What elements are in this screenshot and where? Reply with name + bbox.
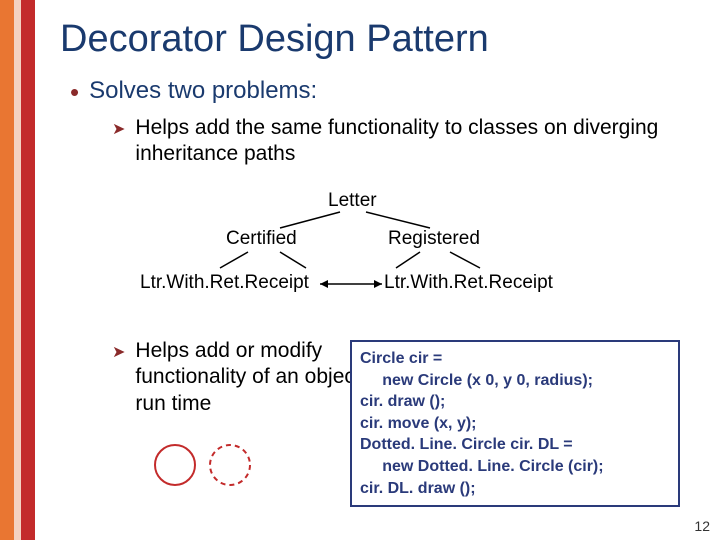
bullet-dot-icon: • xyxy=(70,79,79,105)
tree-root: Letter xyxy=(328,190,377,212)
circle-examples xyxy=(150,440,270,495)
code-line-6: new Dotted. Line. Circle (cir); xyxy=(360,456,670,478)
bullet-main: • Solves two problems: xyxy=(70,77,700,105)
sub-bullet-1: ➤ Helps add the same functionality to cl… xyxy=(112,115,672,168)
code-line-7: cir. DL. draw (); xyxy=(360,478,670,500)
side-stripe xyxy=(0,0,42,540)
stripe-light xyxy=(14,0,21,540)
tree-leaf-right: Ltr.With.Ret.Receipt xyxy=(384,272,553,294)
tree-leaf-left: Ltr.With.Ret.Receipt xyxy=(140,272,309,294)
code-line-3: cir. draw (); xyxy=(360,391,670,413)
page-number: 12 xyxy=(694,518,710,534)
slide-content: Decorator Design Pattern • Solves two pr… xyxy=(60,18,700,174)
page-title: Decorator Design Pattern xyxy=(60,18,700,61)
code-block: Circle cir = new Circle (x 0, y 0, radiu… xyxy=(350,340,680,507)
stripe-red xyxy=(21,0,35,540)
code-line-4: cir. move (x, y); xyxy=(360,413,670,435)
code-line-1: Circle cir = xyxy=(360,348,670,370)
chevron-right-icon: ➤ xyxy=(112,342,125,362)
stripe-orange xyxy=(0,0,14,540)
chevron-right-icon: ➤ xyxy=(112,119,125,139)
tree-left: Certified xyxy=(226,228,297,250)
inheritance-tree: Letter Certified Registered Ltr.With.Ret… xyxy=(140,192,580,312)
dashed-circle-icon xyxy=(210,445,250,485)
code-line-2: new Circle (x 0, y 0, radius); xyxy=(360,370,670,392)
sub-text-1: Helps add the same functionality to clas… xyxy=(135,115,672,168)
solid-circle-icon xyxy=(155,445,195,485)
stripe-white xyxy=(35,0,42,540)
circles-svg xyxy=(150,440,270,490)
code-line-5: Dotted. Line. Circle cir. DL = xyxy=(360,434,670,456)
bullet-text: Solves two problems: xyxy=(89,77,317,105)
tree-right: Registered xyxy=(388,228,480,250)
